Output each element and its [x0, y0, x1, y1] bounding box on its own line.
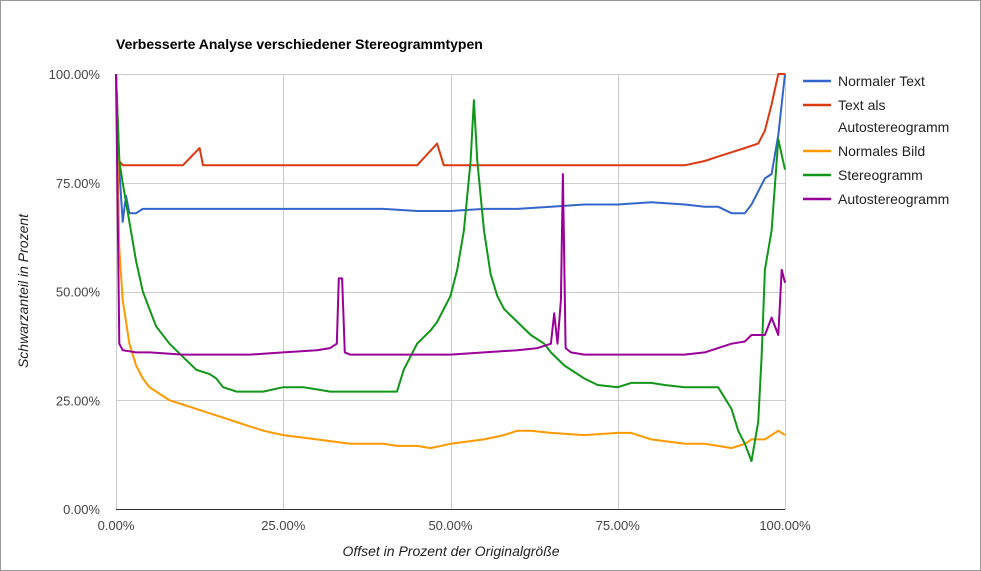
y-tick-label: 100.00%: [49, 67, 101, 82]
tick-labels: 0.00% 25.00% 50.00% 75.00% 100.00% 0.00% 25.00…: [49, 67, 811, 533]
series-line-5: [115, 73, 786, 356]
x-tick-label: 50.00%: [428, 518, 473, 533]
legend-label-2: Autostereogramm: [838, 119, 949, 135]
x-tick-label: 100.00%: [759, 518, 811, 533]
legend-label-2: Text als: [838, 97, 885, 113]
series-line-3: [115, 73, 786, 450]
y-tick-label: 50.00%: [56, 285, 101, 300]
legend-label-1: Normaler Text: [838, 73, 925, 89]
x-tick-label: 25.00%: [261, 518, 306, 533]
y-axis-title: Schwarzanteil in Prozent: [15, 213, 31, 368]
x-tick-label: 0.00%: [98, 518, 135, 533]
x-tick-label: 75.00%: [596, 518, 641, 533]
series-layer: [115, 73, 786, 463]
series-line-2: [115, 73, 785, 167]
x-axis-title: Offset in Prozent der Originalgröße: [342, 543, 559, 559]
y-tick-label: 0.00%: [63, 502, 100, 517]
legend-label-5: Autostereogramm: [838, 191, 949, 207]
legend-label-3: Normales Bild: [838, 143, 925, 159]
series-line-4: [115, 73, 786, 463]
y-tick-label: 25.00%: [56, 393, 101, 408]
chart-title: Verbesserte Analyse verschiedener Stereo…: [116, 36, 483, 52]
legend-label-4: Stereogramm: [838, 167, 923, 183]
y-tick-label: 75.00%: [56, 176, 101, 191]
legend: Normaler Text Text als Autostereogramm Norm…: [803, 73, 949, 207]
series-line-1: [115, 73, 786, 223]
